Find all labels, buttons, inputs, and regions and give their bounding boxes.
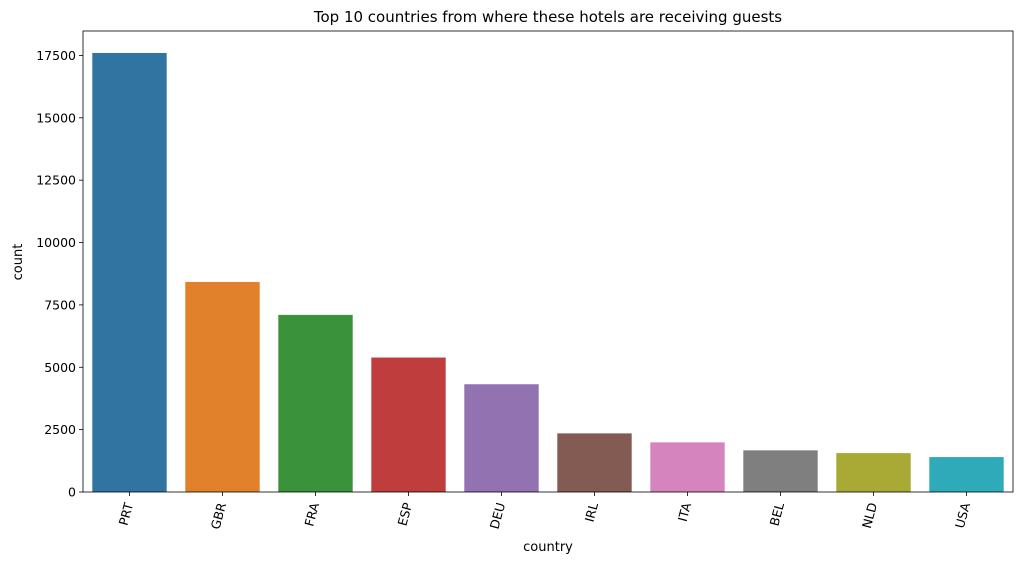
x-tick-label-fra: FRA [301, 501, 322, 528]
bar-bel [743, 450, 818, 492]
y-tick-label: 17500 [36, 48, 76, 63]
x-tick-label-nld: NLD [859, 501, 880, 530]
bar-usa [929, 457, 1004, 492]
plot-area: 0 2500 5000 7500 10000 12500 15000 17500 PRT GBR F… [36, 30, 1014, 531]
bar-prt [92, 52, 167, 492]
bar-deu [464, 384, 539, 492]
y-tick-label: 15000 [36, 110, 76, 125]
x-axis-label: country [523, 540, 573, 555]
x-tick-label-bel: BEL [767, 501, 788, 528]
bar-fra [278, 314, 353, 492]
x-tick-label-irl: IRL [582, 501, 602, 524]
axes-frame [82, 30, 1014, 493]
y-tick-label: 5000 [44, 360, 76, 375]
bar-gbr [185, 281, 260, 492]
y-tick-label: 7500 [44, 297, 76, 312]
x-tick-label-deu: DEU [487, 501, 508, 531]
y-tick-label: 12500 [36, 173, 76, 188]
x-tick-label-ita: ITA [675, 501, 694, 524]
x-tick-label-prt: PRT [116, 501, 137, 527]
chart-title: Top 10 countries from where these hotels… [313, 8, 782, 26]
y-axis-label: count [11, 244, 26, 281]
x-tick-label-gbr: GBR [208, 501, 230, 531]
bar-nld [836, 453, 911, 492]
bar-ita [650, 442, 725, 492]
y-tick-label: 2500 [44, 422, 76, 437]
x-tick-label-esp: ESP [395, 501, 416, 528]
bar-irl [557, 433, 632, 492]
y-tick-label: 10000 [36, 235, 76, 250]
y-tick-label: 0 [68, 485, 76, 500]
x-tick-label-usa: USA [952, 501, 973, 530]
bar-esp [371, 357, 446, 492]
